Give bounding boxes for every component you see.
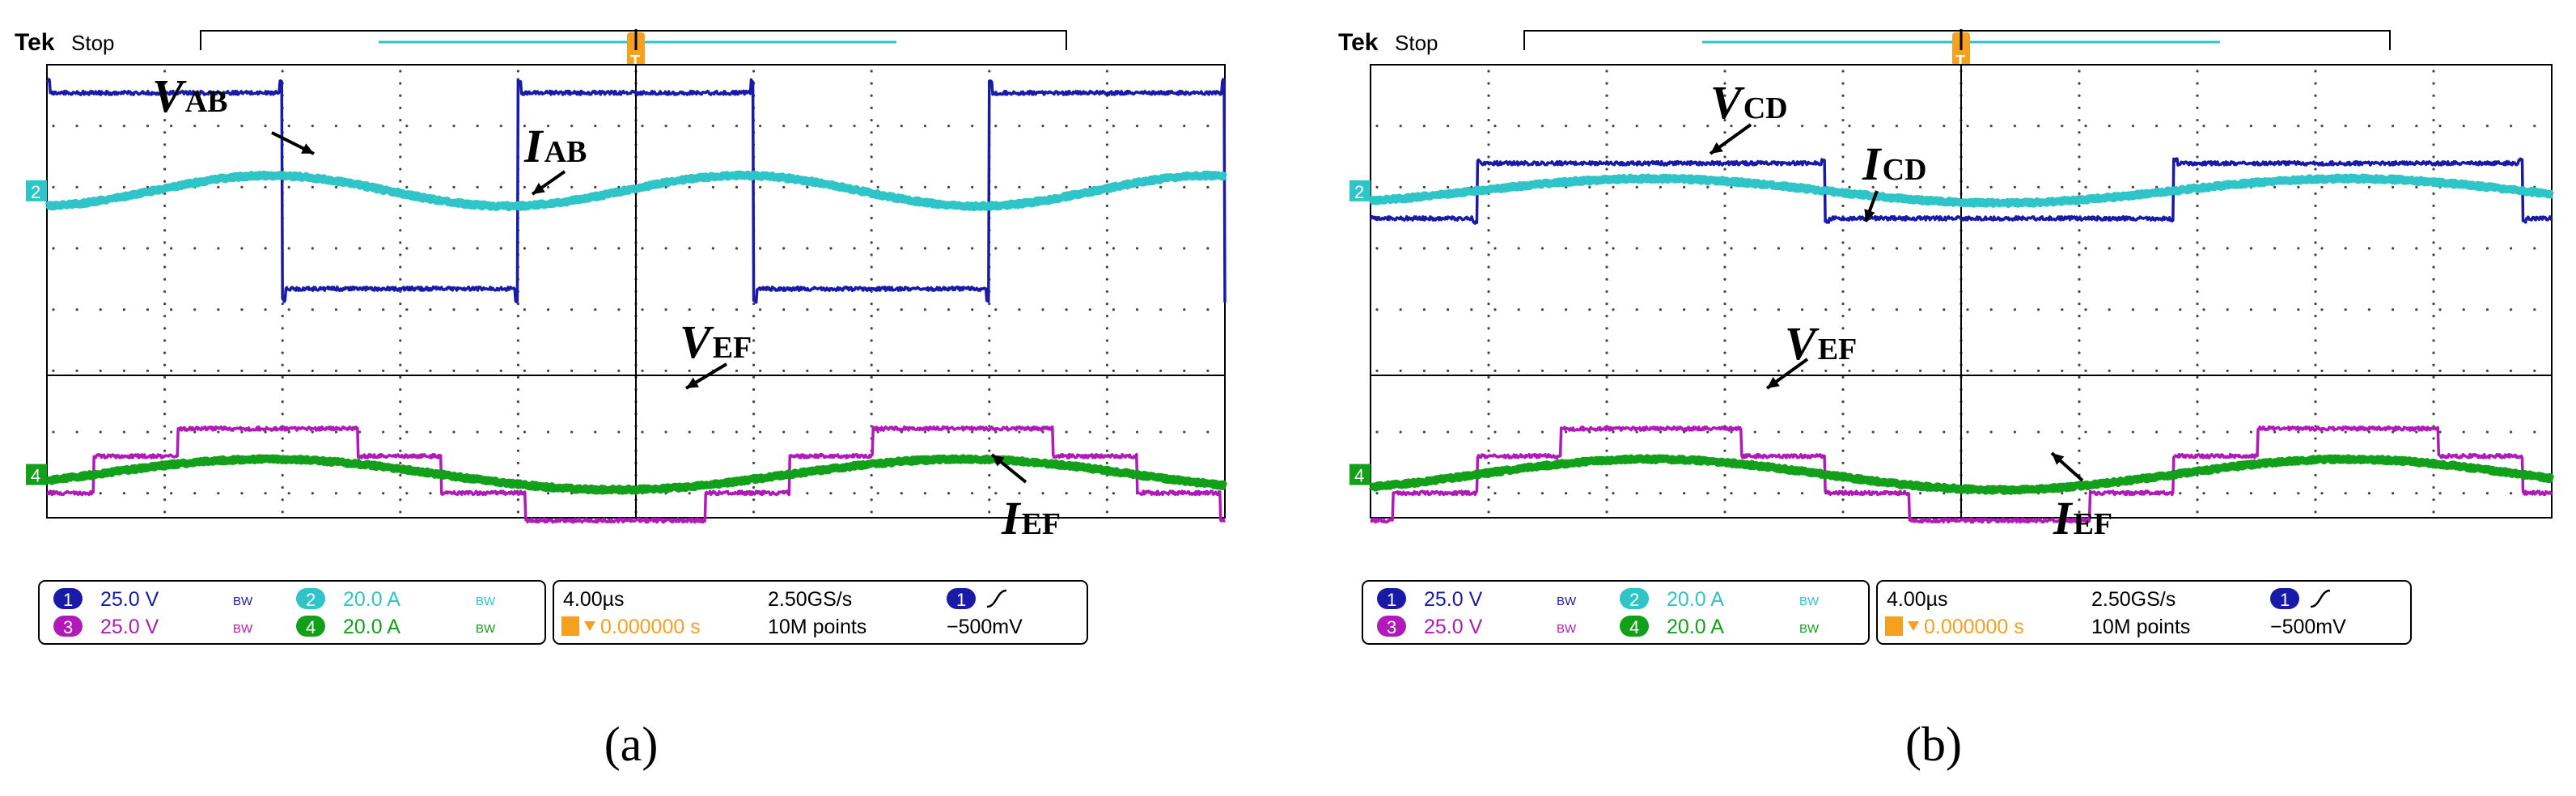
label-v-ab: VAB [152,70,315,155]
label-i-cd: ICD [1862,138,1926,222]
channel-2-badge-icon [1620,588,1649,609]
channel-2-scale: 20.0 A [1667,588,1724,611]
channel-4-marker-label: 4 [1354,466,1364,486]
channel-4-badge-icon [1620,616,1649,637]
channel-4-marker-label: 4 [31,466,40,486]
label-v-ef: VEF [680,315,752,390]
channel-1-badge-label: 1 [1387,590,1396,610]
svg-text:IEF: IEF [2053,492,2112,544]
channel-2-marker-icon [26,180,47,201]
channel-3-badge-icon [1377,616,1406,637]
channel-1-scale: 25.0 V [100,588,159,611]
channel-1-badge-icon [53,588,83,609]
channel-3-bw-label: BW [1557,622,1577,636]
channel-4-badge-label: 4 [306,617,316,637]
label-i-ab: IAB [523,120,587,196]
trace-vcd-ch1 [1369,157,2553,225]
trigger-slope-icon [986,589,1007,608]
svg-text:ICD: ICD [1862,138,1926,190]
channel-1-badge-icon [1377,588,1406,609]
channel-4-bw-label: BW [1799,622,1820,636]
svg-text:VAB: VAB [152,70,227,122]
svg-text:IEF: IEF [1001,492,1061,544]
channel-2-bw-label: BW [1799,595,1820,608]
channel-3-badge-icon [53,616,83,637]
channel-2-badge-icon [296,588,325,609]
sample-rate: 2.50GS/s [2091,588,2176,611]
label-i-ef: IEF [2050,451,2112,544]
channel-4-marker-icon [26,464,47,485]
info-bar: 1 25.0 V BW 2 20.0 A BW 3 25.0 V BW 4 20.0 A BW 4.00… [38,580,1088,645]
channel-1-scale: 25.0 V [1424,588,1483,611]
channel-2-badge-label: 2 [306,590,316,610]
label-v-ef: VEF [1765,317,1857,390]
channel-4-badge-label: 4 [1629,617,1639,637]
sample-rate: 2.50GS/s [768,588,852,611]
channel-4-marker-icon [1349,464,1371,485]
status-label: Stop [71,31,115,55]
trace-vef-ch3 [1370,425,2553,524]
trace-iab-ch2 [44,170,1228,212]
trigger-position-icon [1885,616,1903,636]
channel-2-badge-label: 2 [1629,590,1639,610]
channel-1-badge-label: 1 [63,590,73,610]
trigger-position: 0.000000 s [600,616,701,638]
channel-2-marker-label: 2 [31,182,40,202]
svg-text:VCD: VCD [1710,76,1788,129]
channel-2-scale: 20.0 A [343,588,400,611]
channel-3-scale: 25.0 V [1424,616,1483,638]
trigger-level: −500mV [947,616,1023,638]
trigger-position-icon [561,616,579,636]
channel-4-scale: 20.0 A [1667,616,1724,638]
record-bracket [200,30,1067,50]
channel-3-badge-label: 3 [1387,617,1396,637]
info-bar: 1 25.0 V BW 2 20.0 A BW 3 25.0 V BW 4 20.0 A BW 4.00… [1362,580,2412,645]
svg-text:VEF: VEF [680,315,752,368]
channel-2-marker-label: 2 [1354,182,1364,202]
channel-4-bw-label: BW [476,622,496,636]
trace-vab-ch1 [45,78,1227,304]
trigger-source-badge-icon [947,588,976,609]
label-i-ef: IEF [990,453,1061,544]
status-label: Stop [1395,31,1438,55]
panel-caption: (a) [604,718,659,771]
svg-text:IAB: IAB [523,120,587,172]
channel-3-badge-label: 3 [63,617,73,637]
svg-text:VEF: VEF [1785,317,1857,370]
trigger-level: −500mV [2270,616,2346,638]
panel-caption: (b) [1905,718,1962,771]
channel-4-scale: 20.0 A [343,616,400,638]
channel-1-bw-label: BW [233,595,253,608]
trace-vef-ch3 [46,425,1227,524]
record-bracket [1523,30,2391,50]
timebase-value: 4.00µs [1887,588,1948,611]
brand-label: Tek [1338,29,1379,56]
trace-icd-ch2 [1367,173,2555,208]
channel-3-bw-label: BW [233,622,253,636]
trigger-position: 0.000000 s [1924,616,2024,638]
record-length: 10M points [768,616,866,638]
label-v-cd: VCD [1709,76,1788,155]
trigger-source-badge-icon [2270,588,2299,609]
trigger-source-badge-label: 1 [2280,590,2290,610]
channel-4-badge-icon [296,616,325,637]
channel-settings-box [38,580,546,645]
channel-1-bw-label: BW [1557,595,1577,608]
brand-label: Tek [15,29,55,56]
record-length: 10M points [2091,616,2190,638]
channel-3-scale: 25.0 V [100,616,159,638]
channel-2-bw-label: BW [476,595,496,608]
channel-settings-box [1362,580,1870,645]
channel-2-marker-icon [1349,180,1371,201]
trigger-slope-icon [2310,589,2331,608]
trace-ief-ch4 [44,454,1228,495]
trace-ief-ch4 [1367,454,2555,495]
trigger-source-badge-label: 1 [956,590,966,610]
timebase-value: 4.00µs [563,588,625,611]
